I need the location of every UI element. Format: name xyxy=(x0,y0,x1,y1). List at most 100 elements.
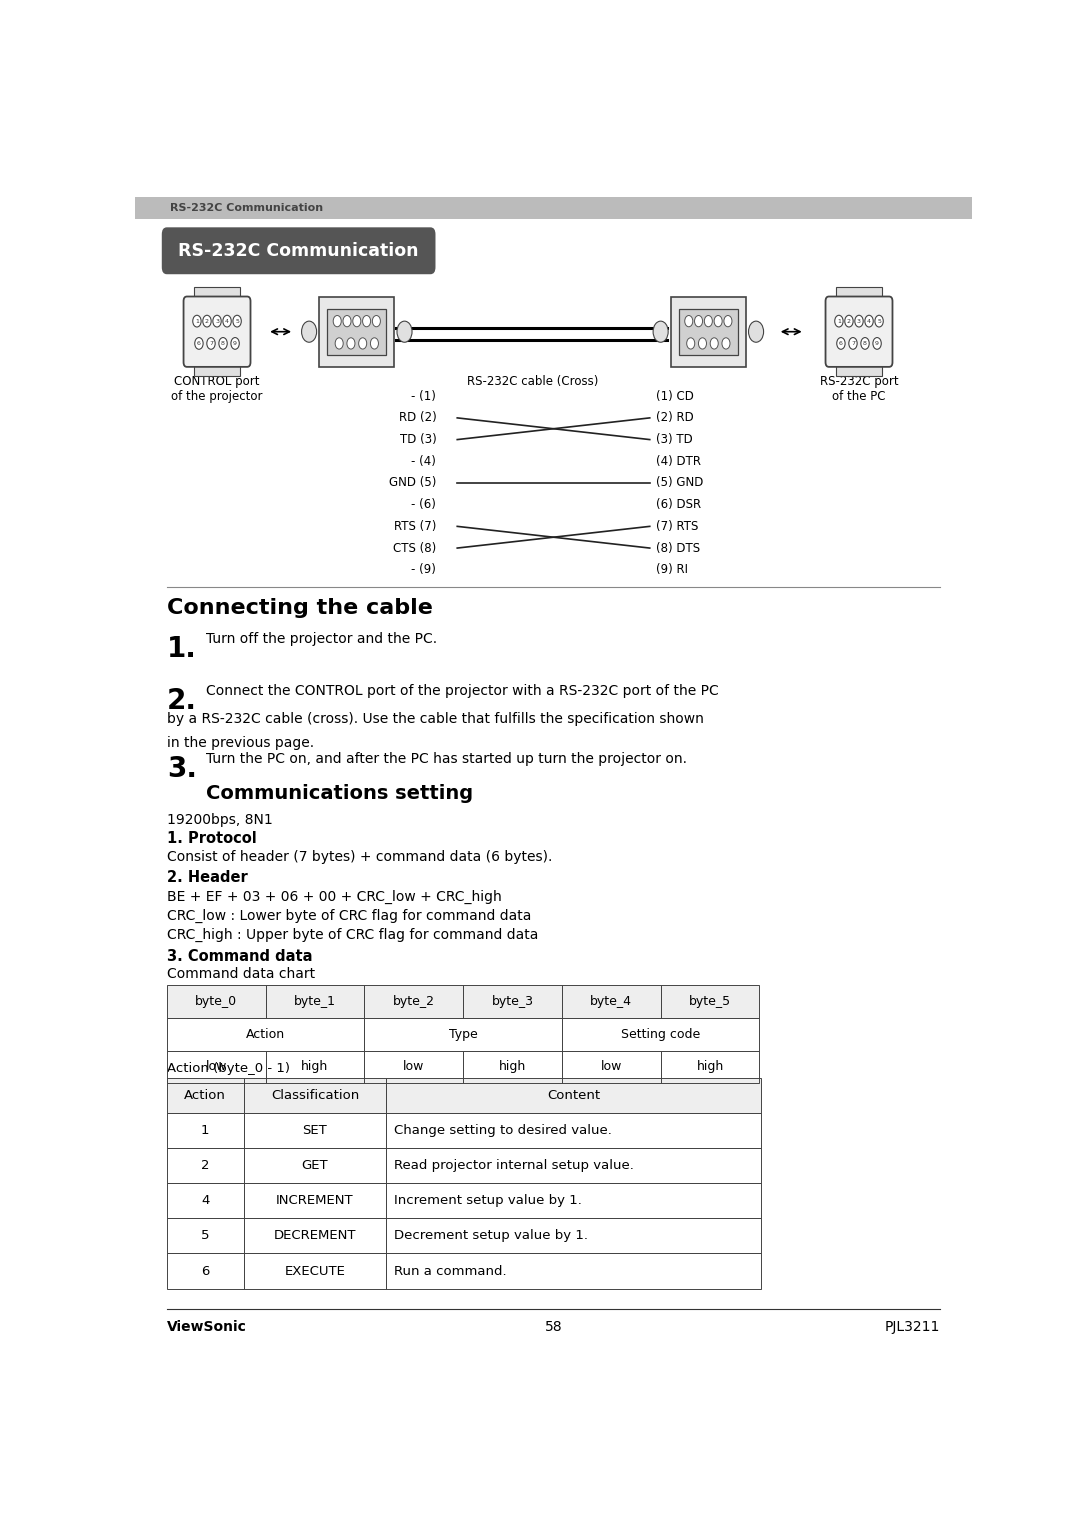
Text: PJL3211: PJL3211 xyxy=(885,1320,941,1334)
Bar xyxy=(671,297,746,367)
Text: Action (byte_0 - 1): Action (byte_0 - 1) xyxy=(166,1063,289,1075)
Circle shape xyxy=(397,321,413,343)
Text: RS-232C Communication: RS-232C Communication xyxy=(178,242,419,260)
Text: CRC_low : Lower byte of CRC flag for command data: CRC_low : Lower byte of CRC flag for com… xyxy=(166,909,531,923)
Text: 2: 2 xyxy=(205,318,210,324)
Bar xyxy=(244,1113,387,1148)
Bar xyxy=(679,309,738,355)
Bar xyxy=(166,985,266,1017)
Text: 5: 5 xyxy=(877,318,881,324)
FancyBboxPatch shape xyxy=(162,227,435,274)
Text: Action: Action xyxy=(185,1089,226,1101)
Text: (5) GND: (5) GND xyxy=(657,477,704,489)
Text: Setting code: Setting code xyxy=(621,1028,700,1040)
Circle shape xyxy=(213,315,221,327)
Text: RTS (7): RTS (7) xyxy=(394,519,436,533)
Bar xyxy=(463,985,562,1017)
Bar xyxy=(244,1078,387,1113)
Text: byte_3: byte_3 xyxy=(491,995,534,1008)
Text: 5: 5 xyxy=(201,1229,210,1243)
Circle shape xyxy=(359,338,367,349)
Text: high: high xyxy=(499,1060,526,1074)
Text: 4: 4 xyxy=(225,318,229,324)
Text: RS-232C cable (Cross): RS-232C cable (Cross) xyxy=(467,375,598,388)
Circle shape xyxy=(721,338,730,349)
Bar xyxy=(166,985,266,1017)
Text: - (4): - (4) xyxy=(411,455,436,468)
Circle shape xyxy=(222,315,231,327)
Text: 2.: 2. xyxy=(166,687,197,714)
Circle shape xyxy=(849,338,858,349)
Text: GND (5): GND (5) xyxy=(389,477,436,489)
Text: Command data chart: Command data chart xyxy=(166,967,315,981)
Bar xyxy=(463,985,562,1017)
Text: by a RS-232C cable (cross). Use the cable that fulfills the specification shown: by a RS-232C cable (cross). Use the cabl… xyxy=(166,711,704,725)
Text: 8: 8 xyxy=(221,341,225,346)
Text: BE + EF + 03 + 06 + 00 + CRC_low + CRC_high: BE + EF + 03 + 06 + 00 + CRC_low + CRC_h… xyxy=(166,889,501,905)
FancyBboxPatch shape xyxy=(825,297,892,367)
Bar xyxy=(244,1253,387,1288)
Text: 2: 2 xyxy=(201,1159,210,1173)
Text: Action: Action xyxy=(246,1028,285,1040)
Circle shape xyxy=(233,315,241,327)
Text: 1. Protocol: 1. Protocol xyxy=(166,832,257,847)
Bar xyxy=(387,1253,761,1288)
Circle shape xyxy=(231,338,240,349)
Circle shape xyxy=(192,315,201,327)
Bar xyxy=(266,985,364,1017)
Text: 7: 7 xyxy=(210,341,213,346)
Circle shape xyxy=(855,315,863,327)
Text: low: low xyxy=(205,1060,227,1074)
Circle shape xyxy=(363,315,370,327)
Text: (2) RD: (2) RD xyxy=(657,411,694,425)
Text: 19200bps, 8N1: 19200bps, 8N1 xyxy=(166,812,272,827)
Bar xyxy=(661,985,759,1017)
Text: Run a command.: Run a command. xyxy=(394,1264,508,1278)
Text: 2: 2 xyxy=(847,318,851,324)
Circle shape xyxy=(687,338,694,349)
Text: high: high xyxy=(697,1060,724,1074)
Bar xyxy=(320,297,394,367)
Bar xyxy=(166,1017,364,1051)
Circle shape xyxy=(334,315,341,327)
Bar xyxy=(661,985,759,1017)
Text: Turn the PC on, and after the PC has started up turn the projector on.: Turn the PC on, and after the PC has sta… xyxy=(206,751,687,766)
Text: RS-232C Communication: RS-232C Communication xyxy=(171,203,323,213)
Circle shape xyxy=(301,321,316,343)
Bar xyxy=(562,985,661,1017)
Bar xyxy=(836,288,882,302)
Text: - (9): - (9) xyxy=(411,564,436,576)
Text: ViewSonic: ViewSonic xyxy=(166,1320,246,1334)
Circle shape xyxy=(845,315,853,327)
Bar xyxy=(327,309,387,355)
Bar xyxy=(193,362,241,376)
Text: 1: 1 xyxy=(201,1124,210,1136)
Circle shape xyxy=(343,315,351,327)
Text: RD (2): RD (2) xyxy=(399,411,436,425)
Text: 9: 9 xyxy=(233,341,238,346)
Text: Consist of header (7 bytes) + command data (6 bytes).: Consist of header (7 bytes) + command da… xyxy=(166,850,552,864)
Text: 8: 8 xyxy=(863,341,867,346)
Circle shape xyxy=(203,315,212,327)
Text: byte_4: byte_4 xyxy=(591,995,632,1008)
Circle shape xyxy=(865,315,874,327)
Text: byte_1: byte_1 xyxy=(294,995,336,1008)
Text: (9) RI: (9) RI xyxy=(657,564,688,576)
Text: in the previous page.: in the previous page. xyxy=(166,736,314,751)
Circle shape xyxy=(370,338,378,349)
Text: 6: 6 xyxy=(201,1264,210,1278)
Text: - (6): - (6) xyxy=(411,498,436,512)
Text: Type: Type xyxy=(448,1028,477,1040)
Text: DECREMENT: DECREMENT xyxy=(273,1229,356,1243)
Text: Turn off the projector and the PC.: Turn off the projector and the PC. xyxy=(206,632,437,646)
Bar xyxy=(166,1218,244,1253)
Circle shape xyxy=(373,315,380,327)
Bar xyxy=(166,1051,266,1083)
Bar xyxy=(387,1078,761,1113)
Text: Connect the CONTROL port of the projector with a RS-232C port of the PC: Connect the CONTROL port of the projecto… xyxy=(206,684,719,698)
Text: 3: 3 xyxy=(215,318,219,324)
Text: SET: SET xyxy=(302,1124,327,1136)
Bar xyxy=(193,288,241,302)
Text: high: high xyxy=(301,1060,328,1074)
Bar xyxy=(244,1183,387,1218)
